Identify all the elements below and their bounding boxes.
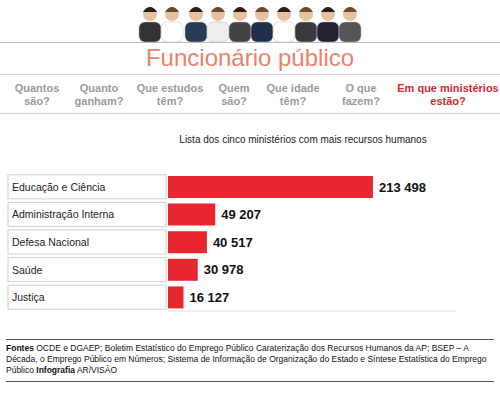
html-text:Lista dos cinco ministérios co: Lista dos cinco ministérios com mais rec… (179, 134, 427, 145)
svg-text:30 978: 30 978 (204, 262, 244, 277)
svg-text:Administração Interna: Administração Interna (12, 208, 114, 220)
html-text:Que idade têm?: Que idade têm? (266, 82, 320, 107)
html-text:Quem são?: Quem são? (218, 82, 250, 107)
html-text:Quanto ganham?: Quanto ganham? (74, 82, 124, 107)
html-text:Fontes OCDE e DGAEP; Boletim E: Fontes OCDE e DGAEP; Boletim Estatístico… (6, 343, 487, 375)
svg-text:16 127: 16 127 (189, 290, 229, 305)
svg-text:40 517: 40 517 (213, 235, 253, 250)
html-text:Em que ministérios estão?: Em que ministérios estão? (397, 82, 499, 107)
svg-text:49 207: 49 207 (221, 207, 261, 222)
html-text:O que fazem?: O que fazem? (342, 82, 380, 107)
svg-text:213 498: 213 498 (379, 180, 426, 195)
svg-text:Justiça: Justiça (12, 291, 45, 303)
html-text:Que estudos têm?: Que estudos têm? (136, 82, 204, 107)
svg-text:Saúde: Saúde (12, 264, 43, 276)
html-text:Quantos são?: Quantos são? (14, 82, 60, 107)
svg-text:Educação e Ciência: Educação e Ciência (12, 181, 106, 193)
html-text:Funcionário público: Funcionário público (145, 44, 355, 71)
svg-text:Defesa Nacional: Defesa Nacional (12, 236, 89, 248)
